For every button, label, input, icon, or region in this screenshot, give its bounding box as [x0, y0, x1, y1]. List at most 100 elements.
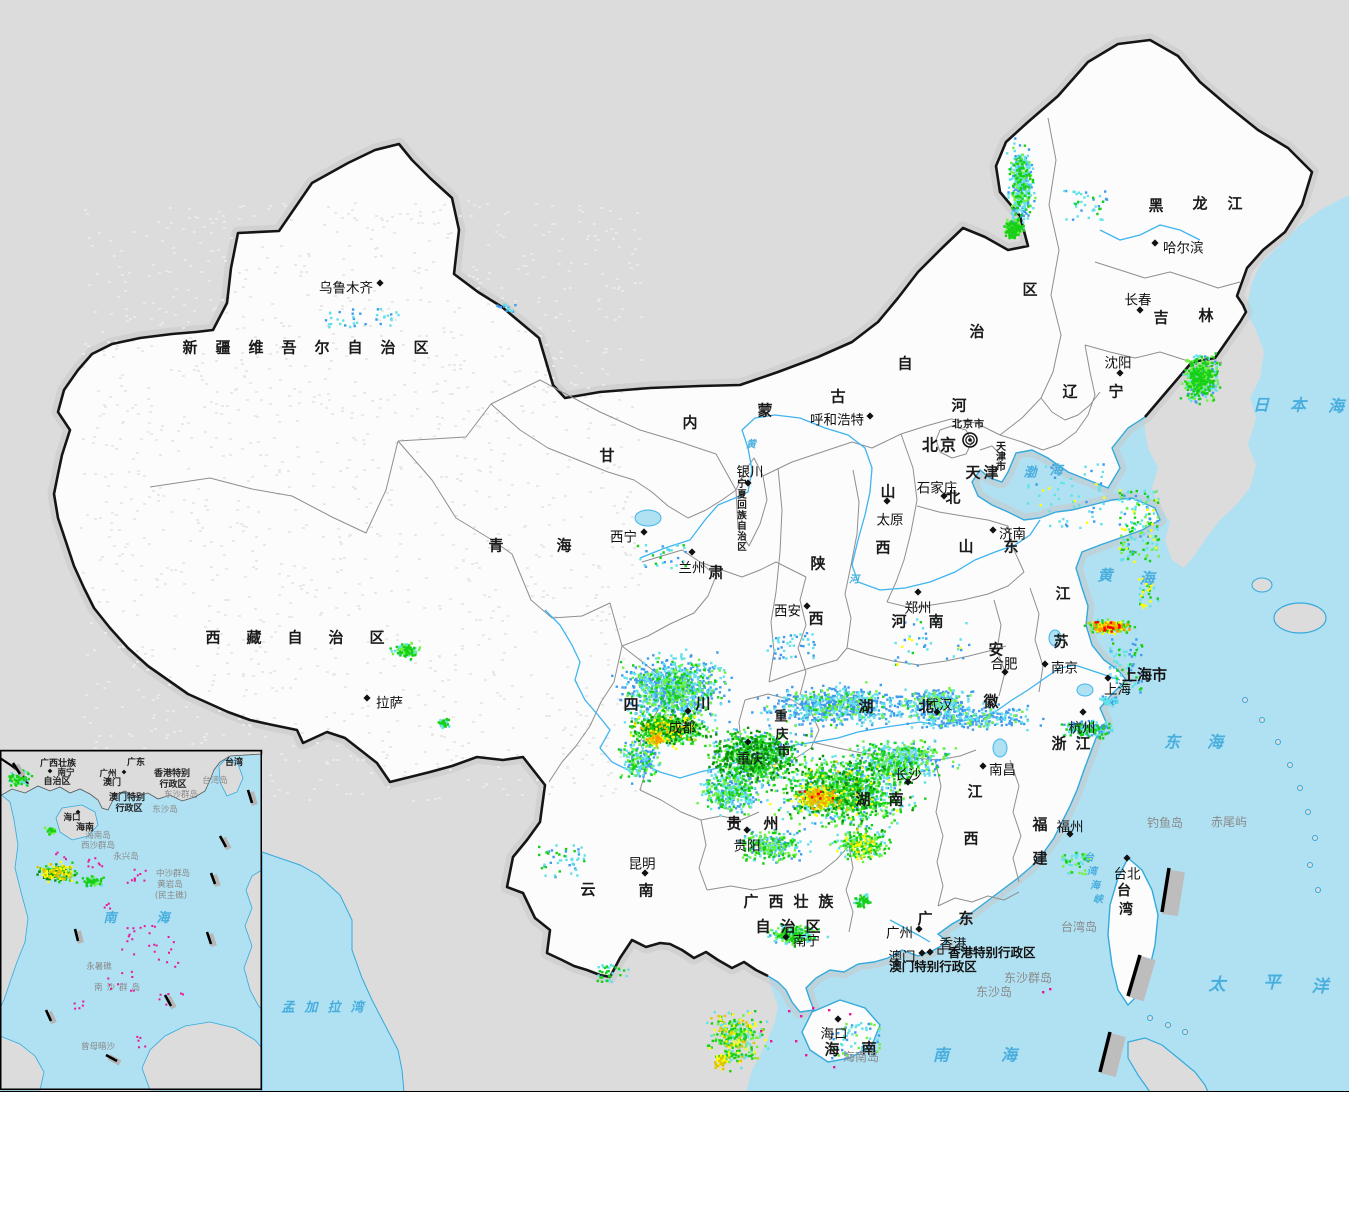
inset-dash [163, 994, 173, 1007]
songhua-river [1099, 224, 1201, 241]
province-label: 西 [963, 829, 978, 847]
jeju-island [1251, 577, 1273, 593]
small-island [1182, 1029, 1188, 1035]
city-marker [979, 762, 987, 770]
sea-label: 南 [933, 1046, 952, 1065]
inset-dash [209, 872, 217, 885]
province-label: 北 [922, 436, 938, 455]
province-label: 市 [974, 418, 984, 431]
inset-label: 东沙岛 [152, 804, 178, 815]
province-label: 甘 [599, 446, 614, 464]
inset-dash [11, 762, 22, 775]
inset-label: 中沙群岛 [156, 868, 190, 879]
boundary-dash-shadow [1128, 955, 1156, 1002]
province-boundary [397, 440, 623, 647]
inset-dash-shadow [248, 791, 258, 806]
province-label: 吉 [1153, 308, 1168, 326]
province-label: 古 [830, 387, 845, 405]
inset-label: 广州 [99, 768, 116, 779]
province-label: 浙 [1051, 734, 1066, 752]
sea-label: 东 [1164, 733, 1182, 752]
inset-dash-shadow [75, 930, 84, 944]
city-label: 海口 [821, 1027, 848, 1043]
inset-label: 海南岛 [85, 830, 111, 841]
small-island [1312, 835, 1318, 841]
province-label: 肃 [708, 563, 723, 581]
province-label: 内 [682, 413, 697, 431]
province-label: 津 [996, 450, 1006, 463]
city-label: 太原 [877, 513, 904, 529]
province-boundary [1094, 261, 1241, 289]
city-marker [940, 492, 948, 500]
city-label: 兰州 [679, 561, 706, 577]
province-label: 区 [737, 542, 747, 553]
radar-echo-gd [36, 863, 72, 881]
province-label: 壮 [793, 892, 808, 910]
province-label: 四 [623, 695, 638, 713]
province-label: 广 [743, 892, 758, 910]
city-label: 武汉 [926, 698, 954, 714]
province-label: 吾 [281, 338, 296, 356]
radar-echo-g [8, 769, 105, 888]
city-label: 上海市 [1122, 666, 1167, 684]
inset-label: 澳门 [103, 776, 121, 788]
province-boundary [548, 645, 623, 783]
poyang-lake [992, 738, 1008, 758]
province-label: 北 [945, 488, 960, 506]
province-label: 西 [875, 538, 890, 556]
province-label: 山 [880, 482, 895, 500]
inset-dash-shadow [46, 1010, 57, 1025]
province-label: 区 [369, 628, 384, 646]
province-label: 青 [488, 536, 503, 554]
city-marker [1123, 854, 1131, 862]
inset-taiwan [218, 759, 244, 797]
province-boundary [1040, 391, 1101, 421]
city-marker [918, 949, 926, 957]
province-label: 蒙 [757, 401, 772, 419]
province-label: 湾 [1119, 901, 1133, 918]
inset-label: 澳门特别 [109, 791, 145, 803]
city-label: 重庆 [737, 752, 764, 768]
inset-label: 南沙群岛 [94, 982, 144, 993]
province-boundary [935, 425, 973, 459]
province-label: 藏 [246, 628, 261, 646]
hongze-lake [1048, 629, 1062, 647]
province-label: 西 [768, 892, 783, 910]
province-boundary [979, 445, 1001, 479]
sea-label: 洋 [1312, 977, 1332, 997]
small-island [1275, 739, 1281, 745]
city-label: 香港特别行政区 [947, 945, 1036, 960]
inset-label: 西沙群岛 [81, 840, 115, 851]
sea-label: 平 [1264, 973, 1283, 993]
province-label: 自 [347, 338, 362, 356]
province-boundary [768, 647, 848, 683]
small-island [1165, 1022, 1171, 1028]
province-label: 江 [1055, 584, 1070, 602]
city-label: 广州 [886, 926, 913, 942]
sea-label: 海 [1207, 733, 1226, 752]
qinghai-lake [634, 509, 662, 527]
sea-label: 黄 [746, 439, 758, 451]
city-marker [363, 694, 371, 702]
small-island [1287, 762, 1293, 768]
inset-label: 台湾 [225, 756, 243, 768]
province-label: 天 [996, 441, 1007, 453]
city-label: 哈尔滨 [1163, 241, 1204, 257]
small-island [1315, 887, 1321, 893]
province-label: 海 [556, 536, 571, 554]
province-label: 治 [380, 338, 395, 356]
province-boundary [934, 759, 944, 907]
bay-of-bengal [261, 851, 405, 1093]
city-label: 沈阳 [1105, 356, 1132, 372]
province-label: 南 [861, 1039, 876, 1057]
city-marker [121, 769, 127, 775]
boundary-dash-shadow [1100, 1033, 1126, 1077]
city-label: 杭州 [1069, 721, 1096, 737]
province-boundary [844, 469, 860, 649]
province-boundary [845, 845, 854, 933]
sea-label: 海 [1328, 397, 1347, 416]
city-marker [744, 738, 752, 746]
city-label: 南昌 [989, 763, 1016, 779]
province-label: 湖 [858, 697, 873, 715]
city-marker [1066, 830, 1074, 838]
